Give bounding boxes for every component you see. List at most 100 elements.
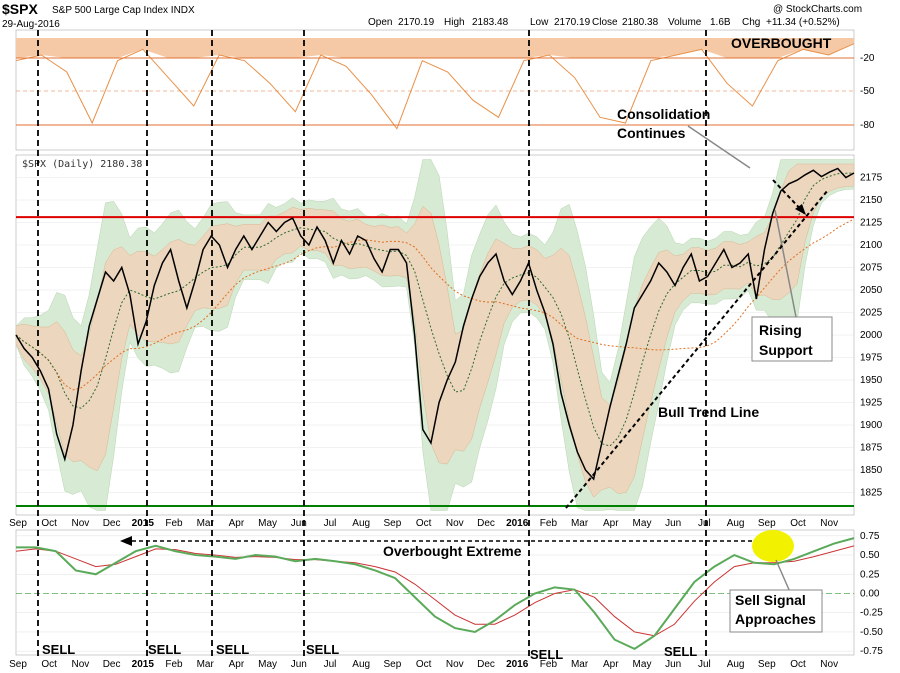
price-ytick: 1875 [860,443,883,454]
close-label: Close [592,17,618,28]
price-ytick: 1850 [860,465,883,476]
xtick: Mar [571,518,589,529]
low-label: Low [530,17,549,28]
chart-header: $SPX S&P 500 Large Cap Index INDX 29-Aug… [2,1,862,30]
consolidation-arrow [772,179,807,216]
momentum-ytick: 0.75 [860,531,880,542]
sell-signal-highlight [752,530,794,562]
price-ytick: 1900 [860,420,883,431]
xtick: Jun [665,518,681,529]
price-xticks: Sep Oct Nov Dec 2015 Feb Mar Apr May Jun Jul Aug Sep… [9,518,838,529]
xtick: 2016 [506,518,529,529]
chart-date: 29-Aug-2016 [2,19,60,30]
bull-trend-label: Bull Trend Line [658,404,759,420]
top-ytick: -80 [860,120,875,131]
price-ytick: 1975 [860,353,883,364]
indicator-fill [16,38,854,58]
xtick: Jul [324,659,337,670]
xtick: Oct [41,518,57,529]
watermark: @ StockCharts.com [773,4,862,15]
consolidation-arrowhead [795,204,806,215]
bull-trend-line [565,189,829,509]
xtick: Aug [352,518,370,529]
momentum-xticks: Sep Oct Nov Dec 2015 Feb Mar Apr May Jun Jul Aug Sep… [9,659,838,670]
xtick: Feb [540,659,558,670]
high-label: High [444,17,465,28]
price-legend: $SPX (Daily) 2180.38 [22,159,142,170]
price-ytick: 2125 [860,218,883,229]
xtick: Sep [384,659,402,670]
top-indicator-panel: -20 -50 -80 OVERBOUGHT [15,29,875,151]
xtick: Sep [384,518,402,529]
xtick: Nov [820,659,838,670]
chg-value: +11.34 (+0.52%) [766,17,840,28]
overbought-extreme-label: Overbought Extreme [383,543,522,559]
momentum-gridlines [16,535,854,652]
xtick: Aug [352,659,370,670]
price-ytick: 1950 [860,375,883,386]
xtick: Mar [197,518,215,529]
xtick: 2015 [132,518,155,529]
price-ytick: 2000 [860,330,883,341]
xtick: May [258,518,277,529]
open-label: Open [368,17,392,28]
xtick: Dec [103,518,121,529]
xtick: Mar [197,659,215,670]
price-panel: 2175 2150 2125 2100 2075 2050 2025 2000 1975 1950… [15,154,883,516]
momentum-yticks: 0.75 0.50 0.25 0.00 -0.25 -0.50 -0.75 [860,531,883,657]
volume-value: 1.6B [710,17,731,28]
consolidation-label-2: Continues [617,125,686,141]
sell-label: SELL [530,647,563,662]
momentum-ytick: 0.25 [860,569,880,580]
xtick: Aug [727,518,745,529]
rising-support-box [751,316,833,362]
open-value: 2170.19 [398,17,435,28]
sell-signal-box [729,589,823,633]
momentum-ytick: 0.50 [860,550,880,561]
ma-short [15,172,855,447]
price-series [15,167,855,481]
low-value: 2170.19 [554,17,591,28]
xtick: Nov [72,659,90,670]
xtick: Nov [72,518,90,529]
price-ytick: 2150 [860,195,883,206]
xtick: Nov [446,659,464,670]
xtick: Sep [758,518,776,529]
sell-label: SELL [216,642,249,657]
xtick: May [633,518,652,529]
price-ytick: 2075 [860,263,883,274]
sell-signal-pointer [775,559,791,593]
consolidation-label-1: Consolidation [617,106,710,122]
price-yticks: 2175 2150 2125 2100 2075 2050 2025 2000 1975 1950… [860,173,883,499]
xtick: Dec [477,659,495,670]
top-ytick: -50 [860,86,875,97]
xtick: Jul [698,518,711,529]
price-ytick: 1925 [860,398,883,409]
xtick: Jul [324,518,337,529]
indicator-line [15,43,855,130]
consolidation-pointer [687,125,751,169]
xtick: May [258,659,277,670]
xtick: Oct [416,518,432,529]
rising-support-label-1: Rising [759,322,802,338]
ohlc-readout: Open 2170.19 High 2183.48 Low 2170.19 Cl… [368,17,840,28]
sell-signal-label-2: Approaches [735,611,816,627]
xtick: Feb [540,518,558,529]
sell-labels: SELL SELL SELL SELL SELL SELL [42,642,697,662]
xtick: Apr [229,659,245,670]
momentum-ytick: 0.00 [860,589,880,600]
momentum-fast [16,537,855,650]
sell-label: SELL [42,642,75,657]
xtick: Oct [416,659,432,670]
xtick: May [633,659,652,670]
xtick: Sep [9,518,27,529]
momentum-ytick: -0.75 [860,646,883,657]
volume-label: Volume [668,17,702,28]
symbol-title: $SPX [2,1,38,17]
momentum-panel-frame [15,529,855,656]
xtick: Aug [727,659,745,670]
xtick: Dec [103,659,121,670]
xtick: Apr [603,518,619,529]
index-name: S&P 500 Large Cap Index INDX [52,5,195,16]
price-ytick: 2175 [860,173,883,184]
